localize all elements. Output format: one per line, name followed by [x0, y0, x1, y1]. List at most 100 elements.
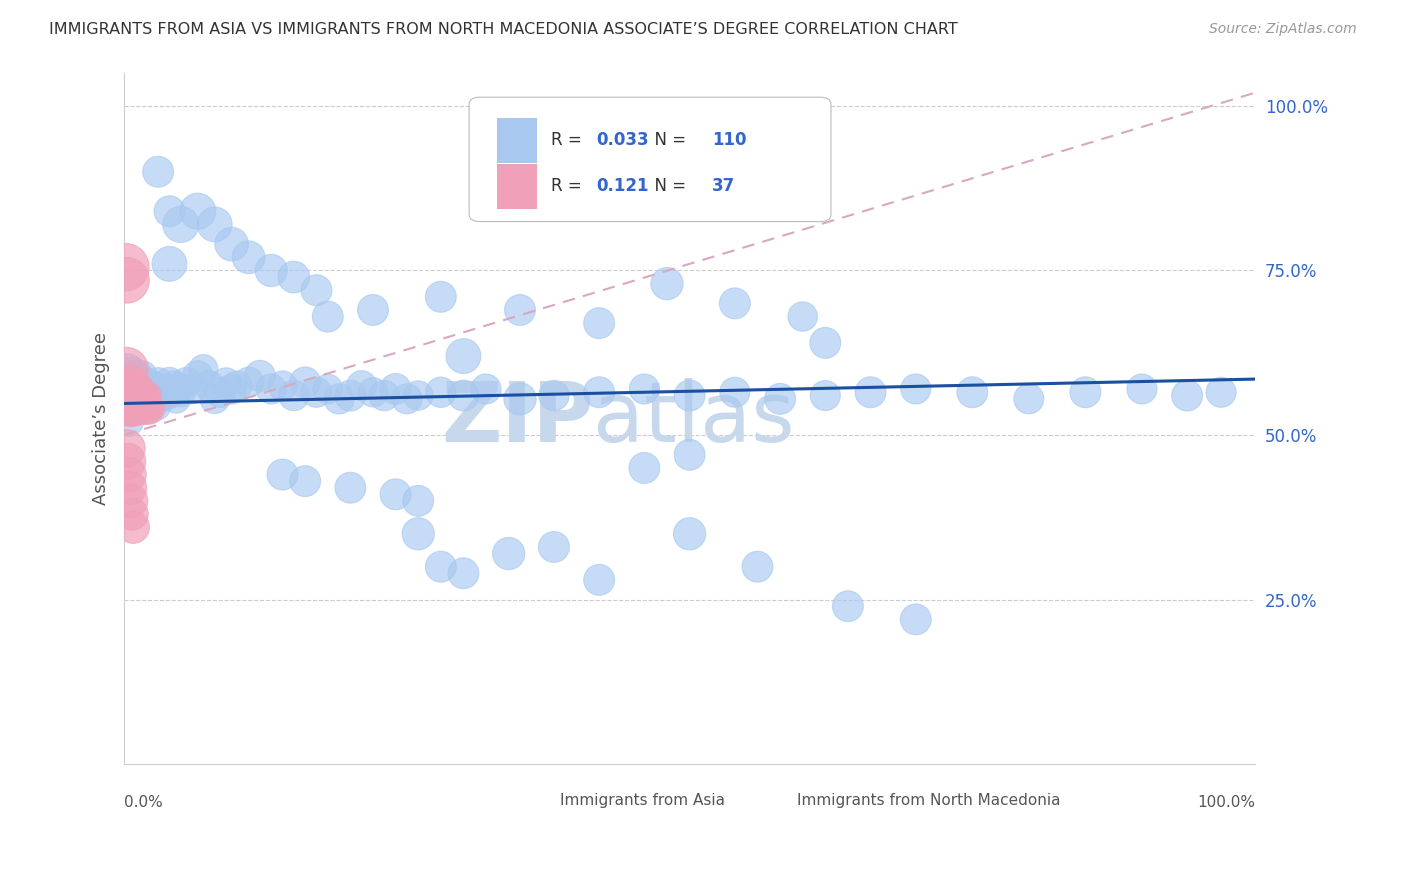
- Point: [904, 612, 927, 626]
- Point: [128, 399, 150, 413]
- Point: [128, 388, 150, 402]
- Point: [118, 481, 141, 495]
- Text: 0.121: 0.121: [596, 177, 648, 194]
- Point: [384, 382, 406, 396]
- Point: [193, 362, 215, 376]
- Point: [132, 399, 155, 413]
- Point: [339, 481, 361, 495]
- Point: [814, 388, 837, 402]
- Point: [146, 382, 169, 396]
- Point: [724, 296, 747, 310]
- Point: [117, 362, 139, 376]
- Point: [138, 385, 160, 400]
- Point: [283, 388, 305, 402]
- Y-axis label: Associate’s Degree: Associate’s Degree: [93, 332, 110, 505]
- Point: [1175, 388, 1198, 402]
- Point: [136, 382, 159, 396]
- Text: atlas: atlas: [593, 378, 796, 459]
- Point: [181, 382, 204, 396]
- Point: [131, 392, 153, 406]
- Point: [453, 349, 475, 363]
- Point: [129, 378, 152, 392]
- Point: [134, 399, 156, 413]
- Point: [160, 385, 183, 400]
- Point: [127, 378, 149, 392]
- Point: [135, 392, 157, 406]
- Point: [249, 368, 271, 383]
- Point: [131, 401, 153, 416]
- Point: [361, 385, 384, 400]
- Point: [120, 401, 142, 416]
- Point: [271, 378, 294, 392]
- Point: [118, 392, 141, 406]
- Point: [127, 399, 149, 413]
- FancyBboxPatch shape: [470, 97, 831, 221]
- Point: [127, 401, 149, 416]
- Point: [118, 399, 141, 413]
- Point: [260, 382, 283, 396]
- Point: [837, 599, 859, 614]
- Point: [117, 454, 139, 468]
- Point: [814, 335, 837, 350]
- Text: N =: N =: [644, 177, 692, 194]
- Point: [215, 376, 238, 390]
- Point: [141, 388, 163, 402]
- Point: [350, 378, 373, 392]
- Point: [142, 395, 165, 409]
- Point: [159, 257, 181, 271]
- Point: [406, 494, 429, 508]
- Point: [204, 392, 226, 406]
- Point: [165, 392, 187, 406]
- Point: [124, 382, 146, 396]
- Point: [143, 388, 166, 402]
- Point: [328, 392, 350, 406]
- Point: [305, 283, 328, 297]
- Point: [588, 316, 610, 330]
- Point: [176, 376, 198, 390]
- Point: [260, 263, 283, 277]
- Text: Source: ZipAtlas.com: Source: ZipAtlas.com: [1209, 22, 1357, 37]
- Point: [129, 392, 152, 406]
- Point: [724, 385, 747, 400]
- Point: [498, 547, 520, 561]
- Point: [146, 376, 169, 390]
- Point: [204, 218, 226, 232]
- Point: [163, 378, 186, 392]
- Point: [118, 415, 141, 429]
- Point: [305, 385, 328, 400]
- Point: [138, 401, 160, 416]
- Point: [152, 388, 174, 402]
- Point: [678, 388, 700, 402]
- Point: [122, 399, 145, 413]
- Point: [146, 165, 169, 179]
- Point: [1209, 385, 1232, 400]
- Point: [149, 385, 172, 400]
- Point: [125, 382, 148, 396]
- Point: [962, 385, 984, 400]
- Point: [294, 474, 316, 488]
- Point: [124, 399, 146, 413]
- Point: [769, 392, 792, 406]
- Point: [139, 392, 162, 406]
- Point: [115, 273, 138, 287]
- Point: [120, 378, 142, 392]
- Point: [121, 366, 143, 380]
- Point: [283, 270, 305, 285]
- Point: [543, 540, 565, 554]
- Point: [121, 401, 143, 416]
- Point: [361, 302, 384, 317]
- Point: [453, 388, 475, 402]
- Point: [135, 401, 157, 416]
- Point: [1130, 382, 1153, 396]
- Point: [167, 382, 190, 396]
- Point: [121, 388, 143, 402]
- Point: [115, 441, 138, 455]
- Point: [187, 204, 209, 219]
- Point: [384, 487, 406, 501]
- Point: [122, 399, 145, 413]
- Point: [156, 388, 179, 402]
- Point: [655, 277, 678, 291]
- Point: [430, 559, 453, 574]
- Point: [373, 388, 395, 402]
- Point: [1074, 385, 1097, 400]
